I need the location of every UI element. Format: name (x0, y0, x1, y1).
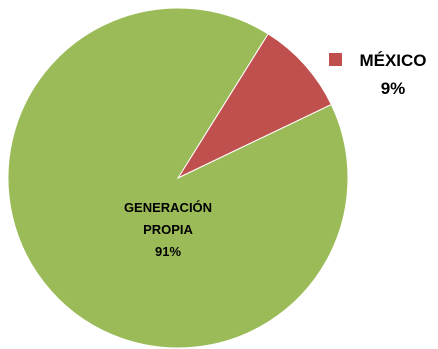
generacion-propia-label-name-line: GENERACIÓN (124, 200, 212, 215)
generacion-propia-label: GENERACIÓN PROPIA 91% (124, 200, 212, 259)
mexico-label-name: MÉXICO (359, 51, 426, 70)
pie-slices (7, 7, 349, 349)
mexico-color-marker (329, 53, 342, 66)
generacion-propia-label-percent: 91% (155, 244, 181, 259)
pie-labels: MÉXICO 9% GENERACIÓN PROPIA 91% (124, 51, 427, 259)
mexico-label-percent: 9% (381, 79, 406, 98)
pie-slice-generacion-propia (7, 7, 349, 349)
mexico-label: MÉXICO 9% (359, 51, 426, 98)
pie-slice-mexico (176, 33, 332, 180)
generacion-propia-label-name-line: PROPIA (143, 222, 193, 237)
